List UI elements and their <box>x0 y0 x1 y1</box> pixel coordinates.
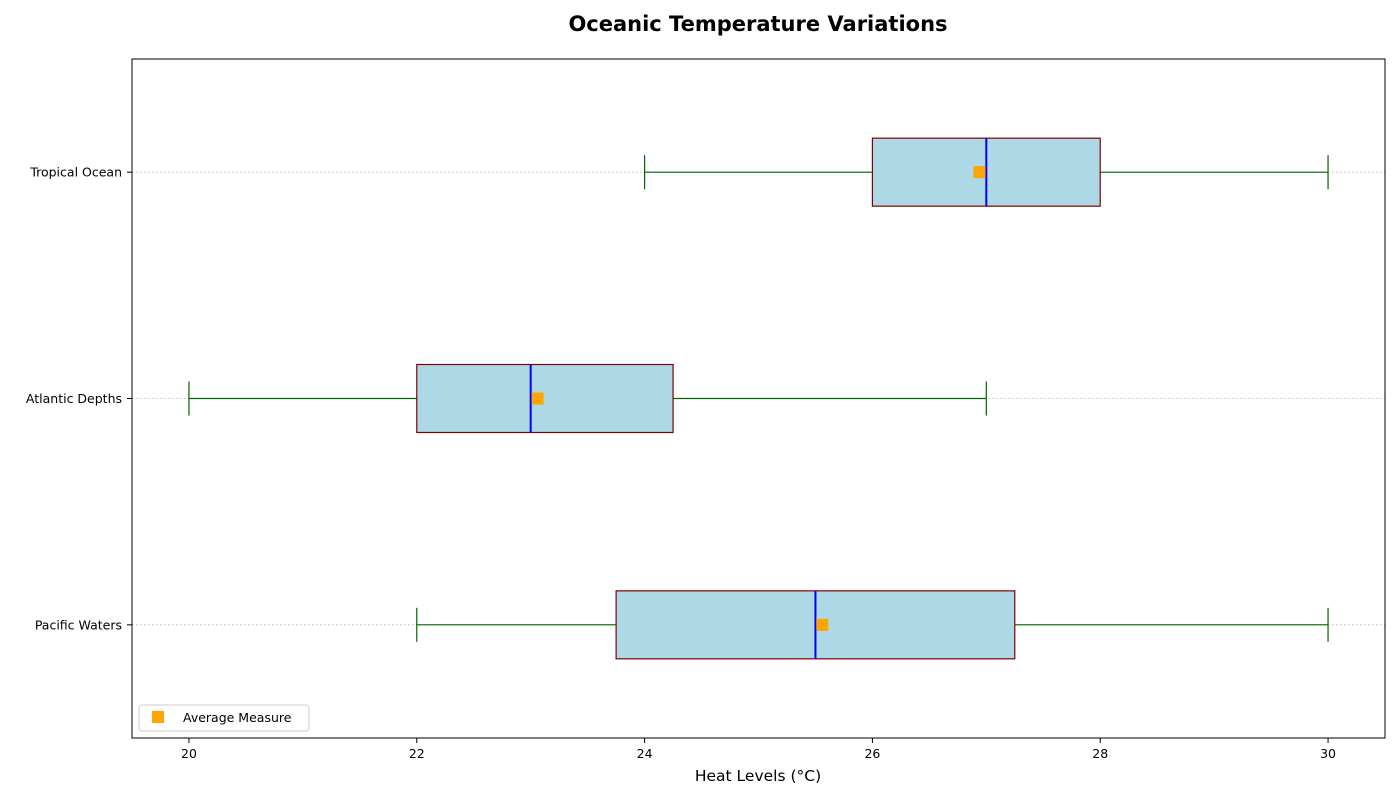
y-tick-label-pacific-waters: Pacific Waters <box>35 617 122 632</box>
mean-marker-atlantic-depths <box>531 392 544 405</box>
box-atlantic-depths <box>416 363 674 434</box>
x-tick-label-24: 24 <box>637 746 653 761</box>
x-axis-label: Heat Levels (°C) <box>695 767 821 785</box>
x-axis-ticks: 20 22 24 26 28 30 <box>181 738 1336 761</box>
x-tick-label-28: 28 <box>1092 746 1108 761</box>
x-tick-label-22: 22 <box>409 746 425 761</box>
legend-frame <box>138 704 310 732</box>
x-tick-label-30: 30 <box>1320 746 1336 761</box>
x-tick-label-20: 20 <box>181 746 197 761</box>
mean-marker-pacific-waters <box>816 618 829 631</box>
x-tick-label-26: 26 <box>864 746 880 761</box>
y-tick-label-atlantic-depths: Atlantic Depths <box>26 391 122 406</box>
y-axis-ticks: Pacific Waters Atlantic Depths Tropical Oc… <box>26 165 132 632</box>
mean-marker-tropical-ocean <box>973 166 986 179</box>
legend-marker-mean <box>152 711 164 723</box>
y-tick-label-tropical-ocean: Tropical Ocean <box>29 165 122 180</box>
chart-title: Oceanic Temperature Variations <box>568 12 947 36</box>
box-plots <box>188 137 1329 660</box>
legend-label-mean: Average Measure <box>183 710 292 725</box>
legend: Average Measure <box>138 704 310 732</box>
